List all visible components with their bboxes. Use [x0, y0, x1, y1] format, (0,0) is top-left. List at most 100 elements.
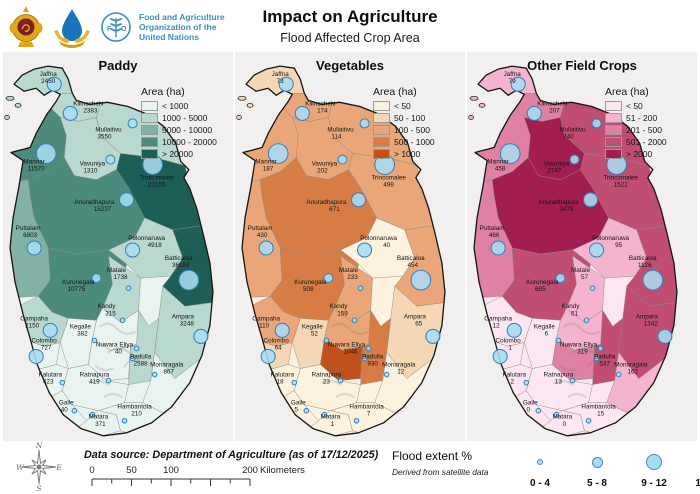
small-island: [236, 115, 242, 120]
district-name-kilinochchi: Kilinochchi: [73, 100, 103, 107]
flood-extent-circle-polonnaruwa: [589, 242, 605, 258]
compass-rose-icon: N E S W: [16, 441, 62, 493]
page-subtitle: Flood Affected Crop Area: [280, 31, 420, 45]
legend-class-label: 50 - 100: [394, 113, 426, 123]
flood-extent-circle-mullaitivu: [127, 118, 138, 129]
legend-class-label: 500 - 1000: [394, 137, 435, 147]
small-island: [469, 95, 479, 101]
district-value-mannar: 458: [495, 166, 506, 173]
flood-extent-circle-polonnaruwa: [125, 242, 141, 258]
district-value-nuwara-eliya: 1046: [343, 348, 358, 355]
district-name-gampaha: Gampaha: [252, 315, 280, 322]
district-name-kalutara: Kalutara: [270, 372, 294, 379]
small-island: [237, 95, 247, 101]
legend-swatch: [605, 137, 622, 147]
flood-extent-circle-kilinochchi: [294, 105, 310, 121]
district-name-kegalle: Kegalle: [302, 323, 324, 330]
flood-extent-circle-galle: [303, 407, 310, 414]
flood-extent-circle-matale: [125, 285, 132, 291]
district-value-kilinochchi: 2383: [83, 107, 98, 114]
legend-swatch: [141, 149, 158, 159]
data-source-note: Data source: Department of Agriculture (…: [84, 449, 379, 461]
district-value-jaffna: 73: [277, 78, 285, 85]
flood-extent-circle-vavuniya: [337, 154, 348, 165]
district-value-colombo: 727: [41, 344, 52, 351]
flood-extent-circle-gampaha: [274, 322, 290, 338]
district-name-matara: Matara: [553, 414, 573, 421]
compass-letter-W: W: [16, 463, 25, 472]
flood-extent-circle-kurunegala: [91, 273, 102, 284]
legend-class-label: < 1000: [162, 101, 189, 111]
district-name-matale: Matale: [571, 267, 590, 274]
flood-extent-circle-jaffna: [46, 76, 62, 92]
page-title: Impact on Agriculture: [262, 7, 438, 26]
district-name-kandy: Kandy: [562, 303, 581, 310]
district-value-matara: 0: [563, 421, 567, 428]
district-name-monaragala: Monaragala: [150, 362, 184, 369]
district-value-kalutara: 18: [277, 379, 285, 386]
flood-extent-circle-vavuniya: [569, 154, 580, 165]
district-name-ampara: Ampara: [636, 313, 659, 320]
district-value-ratnapura: 23: [323, 379, 331, 386]
district-value-polonnaruwa: 95: [615, 242, 623, 249]
flood-extent-circle-kilinochchi: [62, 105, 78, 121]
title-block: Impact on Agriculture Flood Affected Cro…: [200, 7, 500, 45]
flood-legend-circle-wrap: [591, 449, 603, 475]
district-value-badulla: 2588: [134, 361, 149, 368]
flood-extent-circle-ratnapura: [337, 377, 344, 384]
ministry-water-logo: [54, 9, 90, 48]
district-value-hambantota: 15: [597, 411, 605, 418]
legend-row: > 2000: [605, 149, 697, 159]
district-value-badulla: 537: [599, 361, 610, 368]
district-value-polonnaruwa: 4918: [148, 242, 163, 249]
district-value-mullaitivu: 3550: [97, 133, 112, 140]
district-value-kurunegala: 685: [535, 286, 546, 293]
legend-class-label: 501 - 2000: [626, 137, 667, 147]
flood-extent-circle-nuwara-eliya: [593, 355, 600, 362]
small-island: [246, 102, 254, 108]
scale-bar: 0 50 100 200 Kilometers: [89, 465, 305, 486]
flood-extent-circle-nuwara-eliya: [361, 355, 368, 362]
flood-extent-circle-matale: [589, 285, 596, 291]
district-value-matale: 1738: [114, 274, 129, 281]
district-value-puttalam: 430: [257, 232, 268, 239]
flood-extent-circle-kurunegala: [555, 273, 566, 284]
district-name-mannar: Mannar: [255, 159, 276, 166]
legend-swatch: [605, 125, 622, 135]
flood-legend-item: 9 - 12: [632, 449, 676, 489]
district-value-puttalam: 466: [489, 232, 500, 239]
district-name-vavuniya: Vavuniya: [544, 161, 570, 168]
legend-class-label: 5000 - 10000: [162, 125, 213, 135]
district-name-polonnaruwa: Polonnaruwa: [592, 235, 629, 242]
flood-extent-circle-puttalam: [490, 240, 506, 256]
district-value-gampaha: 2150: [25, 322, 40, 329]
district-value-vavuniya: 1310: [83, 168, 98, 175]
district-value-trincomalee: 22155: [148, 182, 166, 189]
district-name-vavuniya: Vavuniya: [80, 161, 106, 168]
district-name-vavuniya: Vavuniya: [312, 161, 338, 168]
flood-extent-circle-mullaitivu: [359, 118, 370, 129]
legend-row: 50 - 100: [373, 113, 465, 123]
flood-extent-circle-puttalam: [26, 240, 42, 256]
legend-other-field-crops: Area (ha) < 50 51 - 200 201 - 500 501 - 200…: [605, 86, 697, 161]
district-name-kurunegala: Kurunegala: [526, 279, 559, 286]
legend-row: 201 - 500: [605, 125, 697, 135]
district-layer: [242, 66, 445, 436]
district-value-batticaloa: 36184: [172, 262, 190, 269]
district-name-puttalam: Puttalam: [480, 225, 505, 232]
district-name-galle: Galle: [59, 400, 74, 407]
district-name-kandy: Kandy: [98, 303, 117, 310]
district-name-jaffna: Jaffna: [272, 71, 290, 78]
district-value-hambantota: 210: [131, 411, 142, 418]
legend-swatch: [605, 113, 622, 123]
legend-swatch: [141, 113, 158, 123]
flood-extent-circle-anuradhapura: [583, 192, 599, 208]
district-name-jaffna: Jaffna: [40, 71, 58, 78]
legend-class-label: 1000 - 5000: [162, 113, 208, 123]
district-name-matale: Matale: [107, 267, 126, 274]
flood-extent-circle-kalutara: [523, 379, 530, 386]
district-name-kilinochchi: Kilinochchi: [537, 100, 567, 107]
